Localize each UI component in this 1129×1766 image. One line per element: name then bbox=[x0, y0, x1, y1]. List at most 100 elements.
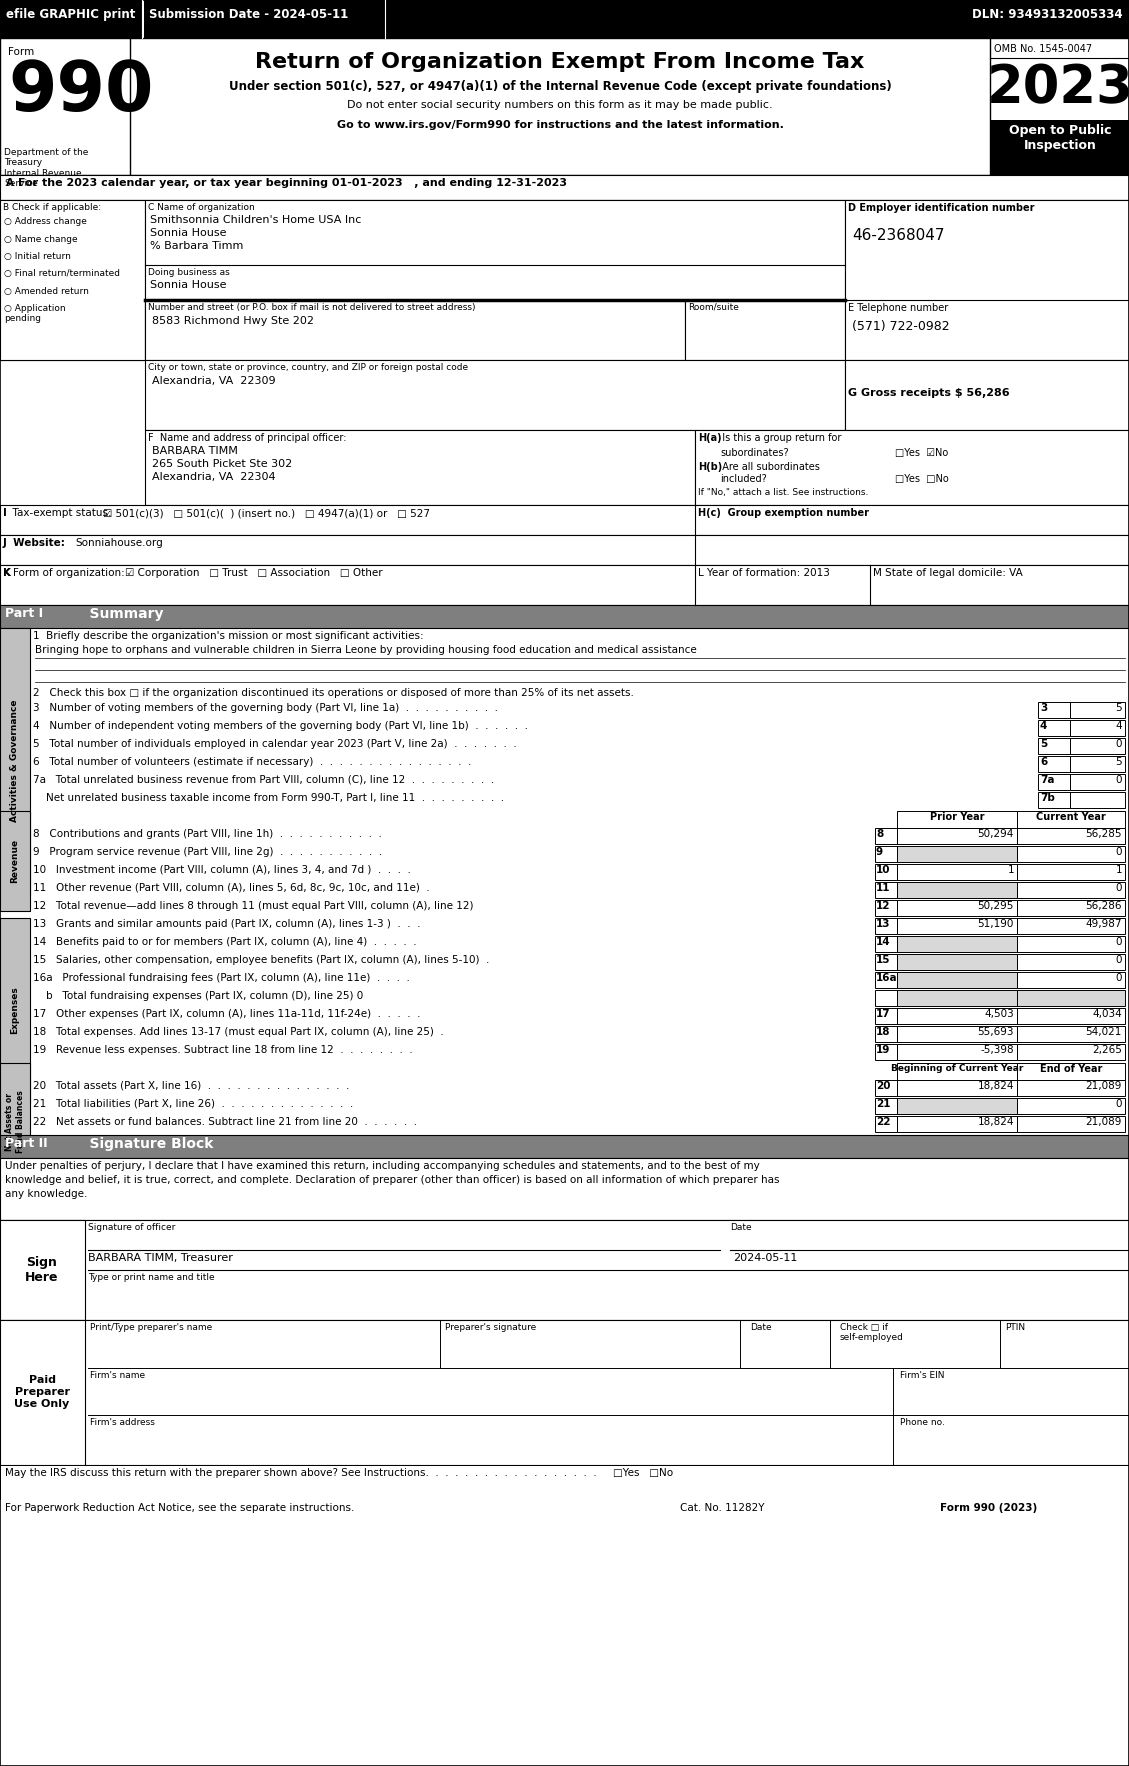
Text: Signature of officer: Signature of officer bbox=[88, 1224, 175, 1233]
Text: -5,398: -5,398 bbox=[980, 1045, 1014, 1054]
Bar bbox=[0, 1063, 30, 1181]
Bar bbox=[0, 1158, 1129, 1220]
Text: 50,294: 50,294 bbox=[978, 828, 1014, 839]
Bar bbox=[875, 1081, 898, 1097]
Text: 4,503: 4,503 bbox=[984, 1008, 1014, 1019]
Text: Expenses: Expenses bbox=[10, 985, 19, 1033]
Text: Are all subordinates: Are all subordinates bbox=[716, 463, 820, 472]
Bar bbox=[1038, 756, 1070, 772]
Text: Form: Form bbox=[8, 48, 34, 57]
Text: I  Tax-exempt status:: I Tax-exempt status: bbox=[3, 509, 112, 517]
Text: 54,021: 54,021 bbox=[1086, 1028, 1122, 1037]
Text: 18,824: 18,824 bbox=[978, 1118, 1014, 1127]
Text: 56,286: 56,286 bbox=[1085, 901, 1122, 911]
Bar bbox=[990, 120, 1129, 175]
Text: 19   Revenue less expenses. Subtract line 18 from line 12  .  .  .  .  .  .  .  : 19 Revenue less expenses. Subtract line … bbox=[33, 1045, 413, 1054]
Text: 7a: 7a bbox=[1040, 775, 1054, 786]
Bar bbox=[898, 881, 1017, 897]
Bar bbox=[0, 1319, 85, 1466]
Text: DLN: 93493132005334: DLN: 93493132005334 bbox=[972, 9, 1123, 21]
Text: 20   Total assets (Part X, line 16)  .  .  .  .  .  .  .  .  .  .  .  .  .  .  .: 20 Total assets (Part X, line 16) . . . … bbox=[33, 1081, 349, 1091]
Text: 16a   Professional fundraising fees (Part IX, column (A), line 11e)  .  .  .  .: 16a Professional fundraising fees (Part … bbox=[33, 973, 410, 984]
Text: Current Year: Current Year bbox=[1036, 812, 1106, 821]
Bar bbox=[0, 565, 1129, 606]
Bar bbox=[0, 918, 30, 1104]
Text: 51,190: 51,190 bbox=[978, 918, 1014, 929]
Text: 2023: 2023 bbox=[987, 62, 1129, 115]
Bar bbox=[1017, 1081, 1124, 1097]
Text: City or town, state or province, country, and ZIP or foreign postal code: City or town, state or province, country… bbox=[148, 364, 469, 373]
Text: 10   Investment income (Part VIII, column (A), lines 3, 4, and 7d )  .  .  .  .: 10 Investment income (Part VIII, column … bbox=[33, 865, 411, 874]
Bar bbox=[0, 200, 145, 360]
Text: OMB No. 1545-0047: OMB No. 1545-0047 bbox=[994, 44, 1092, 55]
Text: H(c)  Group exemption number: H(c) Group exemption number bbox=[698, 509, 869, 517]
Text: 0: 0 bbox=[1115, 973, 1122, 984]
Bar bbox=[875, 918, 898, 934]
Text: C Name of organization: C Name of organization bbox=[148, 203, 255, 212]
Text: 7b: 7b bbox=[1040, 793, 1054, 804]
Text: Preparer's signature: Preparer's signature bbox=[445, 1323, 536, 1332]
Text: Submission Date - 2024-05-11: Submission Date - 2024-05-11 bbox=[149, 9, 348, 21]
Bar bbox=[875, 864, 898, 879]
Text: 14   Benefits paid to or for members (Part IX, column (A), line 4)  .  .  .  .  : 14 Benefits paid to or for members (Part… bbox=[33, 938, 417, 947]
Bar bbox=[898, 1026, 1017, 1042]
Text: 4: 4 bbox=[1040, 721, 1048, 731]
Bar bbox=[0, 39, 130, 175]
Bar bbox=[1017, 811, 1124, 828]
Text: For the 2023 calendar year, or tax year beginning 01-01-2023   , and ending 12-3: For the 2023 calendar year, or tax year … bbox=[18, 178, 567, 187]
Bar bbox=[1017, 846, 1124, 862]
Text: 1: 1 bbox=[1007, 865, 1014, 874]
Text: 56,285: 56,285 bbox=[1085, 828, 1122, 839]
Text: Sign
Here: Sign Here bbox=[25, 1256, 59, 1284]
Text: 46-2368047: 46-2368047 bbox=[852, 228, 945, 244]
Bar bbox=[898, 1081, 1017, 1097]
Text: Smithsonnia Children's Home USA Inc: Smithsonnia Children's Home USA Inc bbox=[150, 215, 361, 224]
Bar bbox=[1017, 1026, 1124, 1042]
Text: □Yes  ☑No: □Yes ☑No bbox=[895, 449, 948, 457]
Text: 265 South Picket Ste 302: 265 South Picket Ste 302 bbox=[152, 459, 292, 470]
Text: Department of the
Treasury
Internal Revenue
Service: Department of the Treasury Internal Reve… bbox=[5, 148, 88, 189]
Bar bbox=[1017, 864, 1124, 879]
Bar bbox=[898, 864, 1017, 879]
Text: Alexandria, VA  22304: Alexandria, VA 22304 bbox=[152, 472, 275, 482]
Text: 7a   Total unrelated business revenue from Part VIII, column (C), line 12  .  . : 7a Total unrelated business revenue from… bbox=[33, 775, 495, 786]
Text: End of Year: End of Year bbox=[1040, 1063, 1102, 1074]
Text: 15   Salaries, other compensation, employee benefits (Part IX, column (A), lines: 15 Salaries, other compensation, employe… bbox=[33, 955, 489, 964]
Bar bbox=[1017, 901, 1124, 917]
Text: I: I bbox=[3, 509, 7, 517]
Text: F  Name and address of principal officer:: F Name and address of principal officer: bbox=[148, 433, 347, 443]
Text: 5: 5 bbox=[1115, 703, 1122, 713]
Text: Open to Public
Inspection: Open to Public Inspection bbox=[1008, 124, 1111, 152]
Text: 17: 17 bbox=[876, 1008, 891, 1019]
Bar bbox=[844, 200, 1129, 360]
Text: 50,295: 50,295 bbox=[978, 901, 1014, 911]
Text: 12: 12 bbox=[876, 901, 891, 911]
Text: 2024-05-11: 2024-05-11 bbox=[733, 1254, 797, 1263]
Text: Alexandria, VA  22309: Alexandria, VA 22309 bbox=[152, 376, 275, 387]
Bar bbox=[875, 991, 898, 1007]
Text: Beginning of Current Year: Beginning of Current Year bbox=[891, 1063, 1023, 1074]
Text: 13   Grants and similar amounts paid (Part IX, column (A), lines 1-3 )  .  .  .: 13 Grants and similar amounts paid (Part… bbox=[33, 918, 420, 929]
Bar bbox=[0, 0, 1129, 39]
Text: 0: 0 bbox=[1115, 738, 1122, 749]
Text: H(b): H(b) bbox=[698, 463, 723, 472]
Bar bbox=[33, 901, 1124, 917]
Bar bbox=[0, 1319, 1129, 1466]
Text: 21,089: 21,089 bbox=[1086, 1118, 1122, 1127]
Text: Firm's EIN: Firm's EIN bbox=[900, 1370, 945, 1379]
Text: Room/suite: Room/suite bbox=[688, 304, 738, 313]
Bar bbox=[875, 1116, 898, 1132]
Text: 20: 20 bbox=[876, 1081, 891, 1091]
Text: 19: 19 bbox=[876, 1045, 891, 1054]
Bar bbox=[1017, 828, 1124, 844]
Text: 10: 10 bbox=[876, 865, 891, 874]
Bar bbox=[1017, 1063, 1124, 1081]
Text: PTIN: PTIN bbox=[1005, 1323, 1025, 1332]
Text: G Gross receipts $ 56,286: G Gross receipts $ 56,286 bbox=[848, 389, 1009, 397]
Text: 22   Net assets or fund balances. Subtract line 21 from line 20  .  .  .  .  .  : 22 Net assets or fund balances. Subtract… bbox=[33, 1118, 417, 1127]
Text: B Check if applicable:: B Check if applicable: bbox=[3, 203, 102, 212]
Text: 5: 5 bbox=[1040, 738, 1048, 749]
Bar bbox=[875, 901, 898, 917]
Text: Sonniahouse.org: Sonniahouse.org bbox=[75, 539, 163, 547]
Bar bbox=[844, 300, 1129, 360]
